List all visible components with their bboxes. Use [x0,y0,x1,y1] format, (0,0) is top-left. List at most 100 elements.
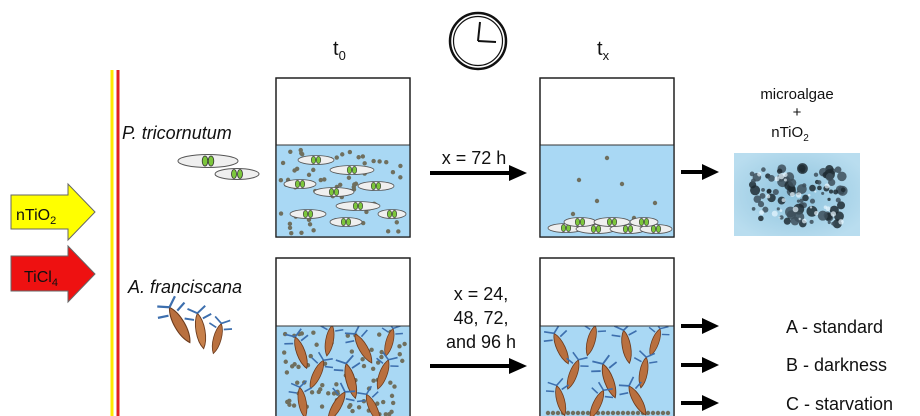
condition-arrow-c [681,395,719,411]
brine-shrimp [582,326,607,357]
nanoparticle [371,378,376,383]
condition-arrow-b [681,357,719,373]
aggregate-particle [753,195,762,203]
alga-cell [313,187,355,197]
svg-text:TiCl4: TiCl4 [24,269,58,289]
brine-shrimp [618,376,647,416]
alga-cell [377,209,407,219]
nanoparticle [298,147,303,153]
nanoparticle [575,410,581,416]
nanoparticle [385,229,391,234]
alga-species-name: P. tricornutum [122,123,232,143]
aggregate-particle [802,183,807,188]
aggregate-highlight [809,206,813,209]
aggregate-particle [757,201,765,208]
nanoparticle [555,410,561,416]
nanoparticle [322,177,327,182]
aggregate-particle [762,206,769,213]
brine-shrimp [543,326,569,365]
aggregate-particle [761,187,765,192]
nanoparticle [295,380,300,385]
aggregate-particle [828,189,834,194]
brine-shrimp [356,385,381,416]
nanoparticle [306,172,312,178]
aggregate-particle [797,163,808,174]
aggregate-highlight [759,210,764,215]
aggregate-particle [816,180,822,185]
aggregate-highlight [766,194,771,199]
nanoparticle [311,167,316,173]
nanoparticle [356,405,362,410]
aggregate-highlight [807,193,811,197]
aggregate-particle [796,199,801,203]
result-arrow [681,164,719,180]
shrimp-exposure-time-line3: and 96 h [446,332,516,352]
nanoparticle [550,410,556,416]
nanoparticle [570,211,576,217]
nanoparticle [398,175,403,180]
nanoparticle [645,410,651,416]
aggregate-particle [788,178,797,187]
nanoparticle [604,155,610,161]
shrimp-species-name: A. franciscana [127,277,242,297]
aggregate-particle [809,219,814,224]
ntio2-arrow: nTiO2 [10,182,96,242]
nanoparticle [400,358,405,364]
condition-standard: A - standard [786,317,883,337]
nanoparticle [585,410,591,416]
nanoparticle [283,359,288,364]
nanoparticle [284,370,290,375]
nanoparticle [375,401,380,406]
nanoparticle [381,399,386,405]
shrimp-exposure-time-line1: x = 24, [454,284,509,304]
nanoparticle [377,159,382,164]
aggregate-particle [809,184,816,192]
nanoparticle [384,160,389,165]
nanoparticle [650,410,656,416]
aggregate-highlight [757,172,762,177]
aggregate-particle [827,220,831,225]
nanoparticle [402,341,407,347]
algae-exposure-time: x = 72 h [442,148,507,168]
beaker-shrimp-t0 [275,257,411,416]
aggregate-particle [799,198,804,203]
beaker-shrimp-tx [539,257,675,416]
nanoparticle [379,354,384,360]
nanoparticle [389,409,394,415]
aggregate-particle [817,185,822,191]
nanoparticle [314,342,319,347]
nanoparticle [610,410,616,416]
nanoparticle [287,221,293,227]
nanoparticle [665,410,671,416]
aggregate-highlight [774,176,780,182]
nanoparticle [347,149,353,155]
brine-shrimp [284,328,309,370]
nanoparticle [660,410,666,416]
nanoparticle [635,410,641,416]
nanoparticle [361,363,367,369]
aggregate-highlight [801,218,807,224]
nanoparticle [291,403,297,408]
aggregate-highlight [823,205,828,209]
condition-starvation: C - starvation [786,394,893,414]
aggregate-particle [759,192,766,199]
nanoparticle [338,182,343,188]
nanoparticle [319,404,325,409]
aggregate-particle [813,172,819,177]
nanoparticle [356,155,361,160]
nanoparticle [655,410,661,416]
nanoparticle [287,402,292,407]
brine-shrimp [288,380,313,416]
nanoparticle [318,387,323,392]
nanoparticle [615,410,621,416]
nanoparticle [348,402,353,408]
nanoparticle [350,408,355,414]
nanoparticle [397,352,402,357]
nanoparticle [280,160,286,166]
nanoparticle [600,410,606,416]
brine-shrimp [333,354,361,400]
nanoparticle [282,350,287,355]
aggregate-particle [793,211,805,223]
nanoparticle [652,200,658,206]
nanoparticle [388,380,393,385]
